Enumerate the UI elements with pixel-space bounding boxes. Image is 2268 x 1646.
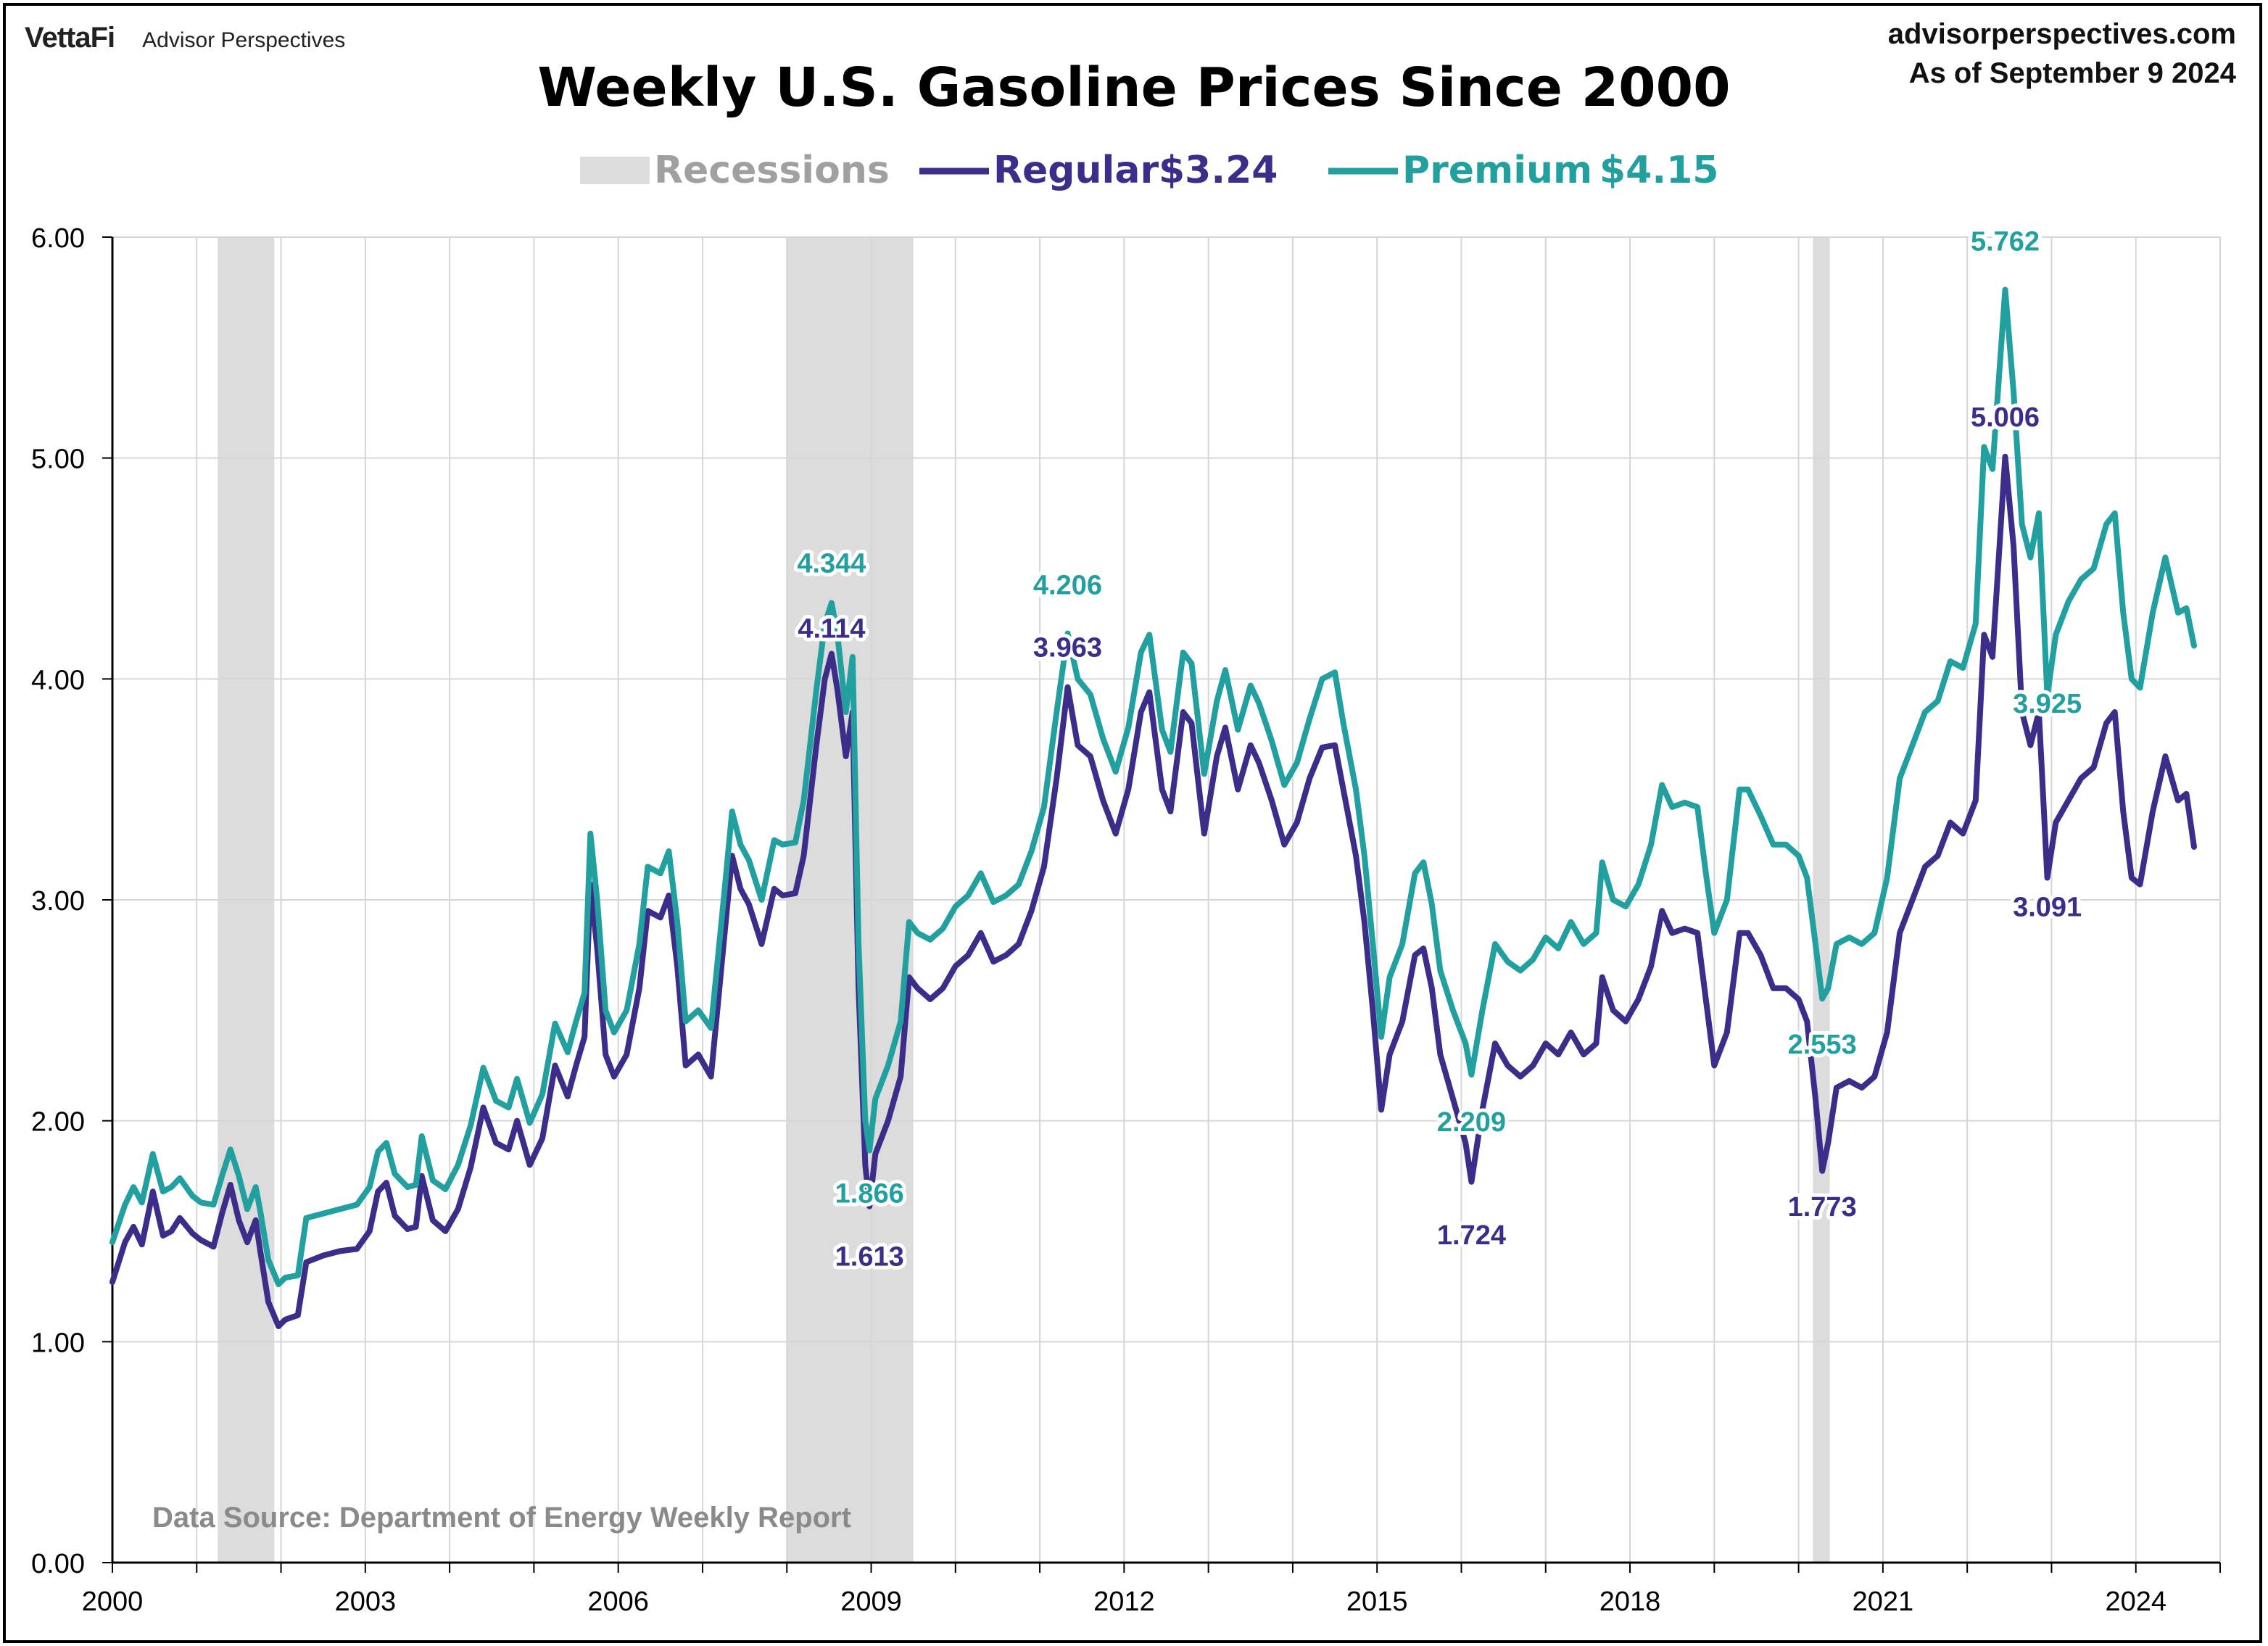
- legend: Recessions Regular $3.24 Premium $4.15: [580, 149, 1718, 192]
- chart-frame: [3, 3, 2262, 1643]
- as-of-date: As of September 9 2024: [1908, 57, 2236, 89]
- legend-swatch-recessions: [580, 157, 650, 184]
- y-tick-label: 2.00: [31, 1107, 85, 1138]
- y-tick-label: 0.00: [31, 1549, 85, 1579]
- y-tick-label: 4.00: [31, 665, 85, 695]
- data-label: 3.091: [2013, 892, 2082, 922]
- brand-block: VettaFi Advisor Perspectives: [25, 22, 345, 54]
- data-label: 4.344: [797, 549, 866, 579]
- data-label: 3.963: [1033, 633, 1102, 663]
- y-tick-label: 3.00: [31, 886, 85, 917]
- y-tick-label: 5.00: [31, 444, 85, 475]
- data-label: 1.613: [835, 1242, 904, 1273]
- legend-label-premium: Premium: [1402, 149, 1592, 192]
- x-tick-label: 2024: [2105, 1587, 2166, 1617]
- brand-logo: VettaFi: [25, 22, 115, 54]
- series-line-regular: [109, 453, 2197, 1329]
- legend-label-regular: Regular: [993, 149, 1159, 192]
- data-label: 4.206: [1033, 571, 1102, 601]
- x-tick-label: 2009: [840, 1587, 902, 1617]
- legend-label-recessions: Recessions: [654, 149, 890, 192]
- data-label: 2.553: [1788, 1030, 1857, 1060]
- x-tick-label: 2015: [1346, 1587, 1408, 1617]
- y-tick-label: 1.00: [31, 1328, 85, 1358]
- series-lines: [109, 286, 2197, 1329]
- axes: 0.00 1.00 2.00 3.00 4.00 5.00 6.00 2000 2003 2006…: [31, 223, 2221, 1617]
- site-block: advisorperspectives.com As of September …: [1888, 15, 2236, 93]
- data-label: 1.773: [1788, 1192, 1857, 1223]
- x-tick-label: 2003: [335, 1587, 397, 1617]
- data-label: 5.762: [1971, 227, 2040, 257]
- data-label: 5.006: [1971, 402, 2040, 433]
- gridlines: [112, 236, 2221, 1563]
- chart-title: Weekly U.S. Gasoline Prices Since 2000: [537, 57, 1731, 119]
- data-label: 1.724: [1437, 1220, 1506, 1251]
- x-tick-label: 2006: [587, 1587, 649, 1617]
- x-tick-label: 2018: [1599, 1587, 1661, 1617]
- x-tick-label: 2000: [82, 1587, 144, 1617]
- data-label: 4.114: [798, 614, 865, 645]
- series-line-premium: [109, 286, 2197, 1288]
- data-labels: 4.114 1.613 3.963 1.724 1.773 5.006 3.091 4.344…: [793, 223, 2085, 1276]
- brand-subtitle: Advisor Perspectives: [142, 28, 346, 52]
- source-note: Data Source: Department of Energy Weekly…: [152, 1502, 851, 1534]
- x-tick-label: 2012: [1093, 1587, 1155, 1617]
- x-tick-label: 2021: [1853, 1587, 1914, 1617]
- data-label: 1.866: [835, 1178, 904, 1209]
- site-url[interactable]: advisorperspectives.com: [1887, 18, 2236, 50]
- legend-value-regular: $3.24: [1159, 149, 1278, 192]
- legend-value-premium: $4.15: [1599, 149, 1718, 192]
- data-label: 3.925: [2013, 689, 2082, 719]
- y-tick-label: 6.00: [31, 223, 85, 254]
- data-label: 2.209: [1437, 1107, 1506, 1138]
